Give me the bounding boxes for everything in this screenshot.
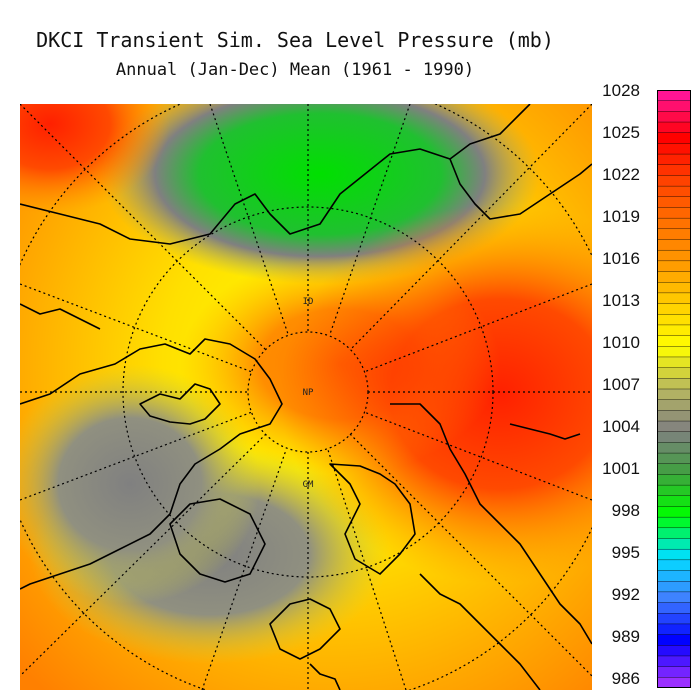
colorbar-swatch (657, 90, 691, 102)
colorbar-swatch (657, 463, 691, 476)
colorbar-tick: 995 (611, 543, 640, 562)
colorbar-labels: 1028 1025 1022 1019 1016 1013 1010 1007 … (590, 80, 640, 690)
colorbar-tick: 986 (611, 669, 640, 688)
colorbar-swatch (657, 271, 691, 284)
colorbar-swatch (657, 217, 691, 230)
colorbar-swatch (657, 581, 691, 593)
colorbar-swatch (657, 591, 691, 604)
high-pressure-region-center (180, 254, 500, 474)
colorbar-swatch (657, 645, 691, 657)
colorbar-swatch (657, 474, 691, 486)
colorbar-swatch (657, 666, 691, 679)
colorbar-swatch (657, 442, 691, 454)
colorbar-swatch (657, 111, 691, 123)
colorbar-swatch (657, 282, 691, 294)
colorbar-swatch (657, 431, 691, 444)
colorbar-swatch (657, 602, 691, 615)
colorbar-swatch (657, 207, 691, 219)
colorbar-swatch (657, 655, 691, 668)
colorbar-tick: 1001 (602, 459, 640, 478)
point-labels: ID NP GM (303, 297, 314, 490)
colorbar-swatch (657, 420, 691, 433)
colorbar-swatch (657, 677, 691, 688)
colorbar-swatch (657, 132, 691, 145)
colorbar-swatch (657, 164, 691, 177)
colorbar-tick: 1025 (602, 123, 640, 142)
colorbar-swatch (657, 570, 691, 583)
colorbar-swatch (657, 388, 691, 401)
colorbar-tick: 1016 (602, 249, 640, 268)
colorbar-tick: 1019 (602, 207, 640, 226)
colorbar-swatch (657, 367, 691, 380)
graticule (20, 104, 592, 690)
colorbar-swatch (657, 452, 691, 465)
colorbar-swatch (657, 324, 691, 337)
colorbar-swatch (657, 121, 691, 134)
colorbar-swatch (657, 613, 691, 625)
colorbar-swatch (657, 335, 691, 348)
colorbar-swatch (657, 292, 691, 305)
colorbar-swatch (657, 548, 691, 561)
colorbar-tick: 1022 (602, 165, 640, 184)
colorbar-swatch (657, 314, 691, 326)
colorbar-swatch (657, 249, 691, 262)
colorbar-tick: 992 (611, 585, 640, 604)
colorbar-swatch (657, 634, 691, 647)
colorbar-swatch (657, 484, 691, 497)
colorbar-swatch (657, 143, 691, 155)
high-pressure-region-northwest (20, 104, 170, 214)
plot-subtitle: Annual (Jan-Dec) Mean (1961 - 1990) (115, 60, 475, 80)
colorbar-tick: 1004 (602, 417, 640, 436)
colorbar-swatch (657, 175, 691, 187)
colorbar-tick: 1010 (602, 333, 640, 352)
colorbar-tick: 1013 (602, 291, 640, 310)
colorbar-swatch (657, 196, 691, 209)
colorbar-swatch (657, 527, 691, 540)
colorbar-swatch (657, 378, 691, 390)
colorbar-tick: 989 (611, 627, 640, 646)
polar-map: ID NP GM (20, 104, 592, 690)
colorbar-swatch (657, 495, 691, 508)
label-id: ID (303, 297, 314, 307)
colorbar-border (657, 90, 691, 688)
colorbar-swatch (657, 516, 691, 529)
plot-title: DKCI Transient Sim. Sea Level Pressure (… (36, 28, 554, 52)
colorbar-tick: 998 (611, 501, 640, 520)
colorbar-swatch (657, 538, 691, 550)
colorbar-tick: 1028 (602, 81, 640, 100)
colorbar-swatch (657, 559, 691, 572)
colorbar-swatch (657, 239, 691, 251)
colorbar-tick: 1007 (602, 375, 640, 394)
colorbar-swatch (657, 356, 691, 369)
colorbar-swatch (657, 410, 691, 422)
colorbar-swatch (657, 506, 691, 518)
colorbar-swatch (657, 623, 691, 636)
colorbar-swatch (657, 346, 691, 358)
colorbar-swatch (657, 228, 691, 241)
colorbar-swatch (657, 260, 691, 273)
colorbar-swatch (657, 399, 691, 412)
colorbar-swatch (657, 303, 691, 316)
label-np: NP (303, 388, 314, 398)
coastlines (20, 104, 592, 690)
colorbar-swatch (657, 185, 691, 198)
colorbar-swatch (657, 153, 691, 166)
colorbar (657, 90, 691, 688)
label-gm: GM (303, 480, 314, 490)
low-pressure-region-west (20, 364, 260, 604)
colorbar-swatch (657, 100, 691, 113)
